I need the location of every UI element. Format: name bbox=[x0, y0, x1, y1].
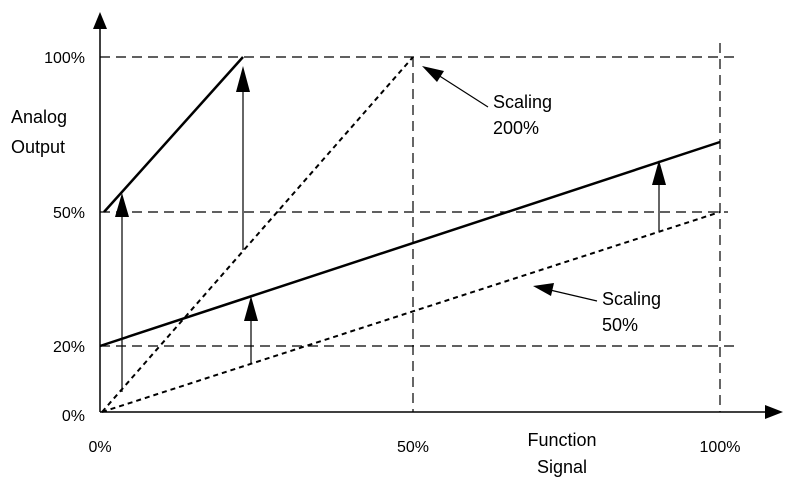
scale-arrow-3-head bbox=[244, 296, 258, 321]
x-axis-arrow bbox=[765, 405, 783, 419]
y-tick-label: 20% bbox=[53, 339, 85, 356]
callout-200-head bbox=[422, 66, 444, 82]
callout-50-head bbox=[533, 283, 554, 296]
reference-grid bbox=[100, 43, 738, 412]
x-tick-label: 0% bbox=[88, 439, 111, 456]
base-curves bbox=[101, 56, 721, 413]
base-curve-50 bbox=[101, 211, 721, 413]
scale-arrow-4-head bbox=[652, 160, 666, 185]
scale-arrow-2-head bbox=[236, 66, 250, 92]
x-tick-label: 50% bbox=[397, 439, 429, 456]
callout-50-line bbox=[549, 289, 598, 302]
scaling-200-label-line1: Scaling bbox=[493, 92, 552, 112]
base-curve-200 bbox=[101, 56, 414, 413]
scaling-50-label-line1: Scaling bbox=[602, 289, 661, 309]
callout-200-line bbox=[437, 74, 489, 108]
axes bbox=[93, 12, 783, 419]
scaled-curve-200 bbox=[103, 56, 244, 213]
scaling-200-label-line2: 200% bbox=[493, 118, 539, 138]
scaled-curve-50 bbox=[99, 140, 721, 348]
callout-pointers bbox=[422, 66, 598, 302]
y-axis-title-line2: Output bbox=[11, 137, 65, 157]
x-tick-label: 100% bbox=[700, 439, 741, 456]
scaled-curves bbox=[99, 56, 721, 348]
y-tick-label: 0% bbox=[62, 408, 85, 425]
scaling-arrows bbox=[115, 66, 666, 392]
y-axis-arrow bbox=[93, 12, 107, 29]
scaling-50-label-line2: 50% bbox=[602, 315, 638, 335]
x-axis-title-line2: Signal bbox=[537, 457, 587, 477]
scale-arrow-1-head bbox=[115, 193, 129, 217]
y-axis-title-line1: Analog bbox=[11, 107, 67, 127]
x-axis-title-line1: Function bbox=[527, 430, 596, 450]
y-tick-label: 50% bbox=[53, 205, 85, 222]
y-tick-label: 100% bbox=[44, 50, 85, 67]
